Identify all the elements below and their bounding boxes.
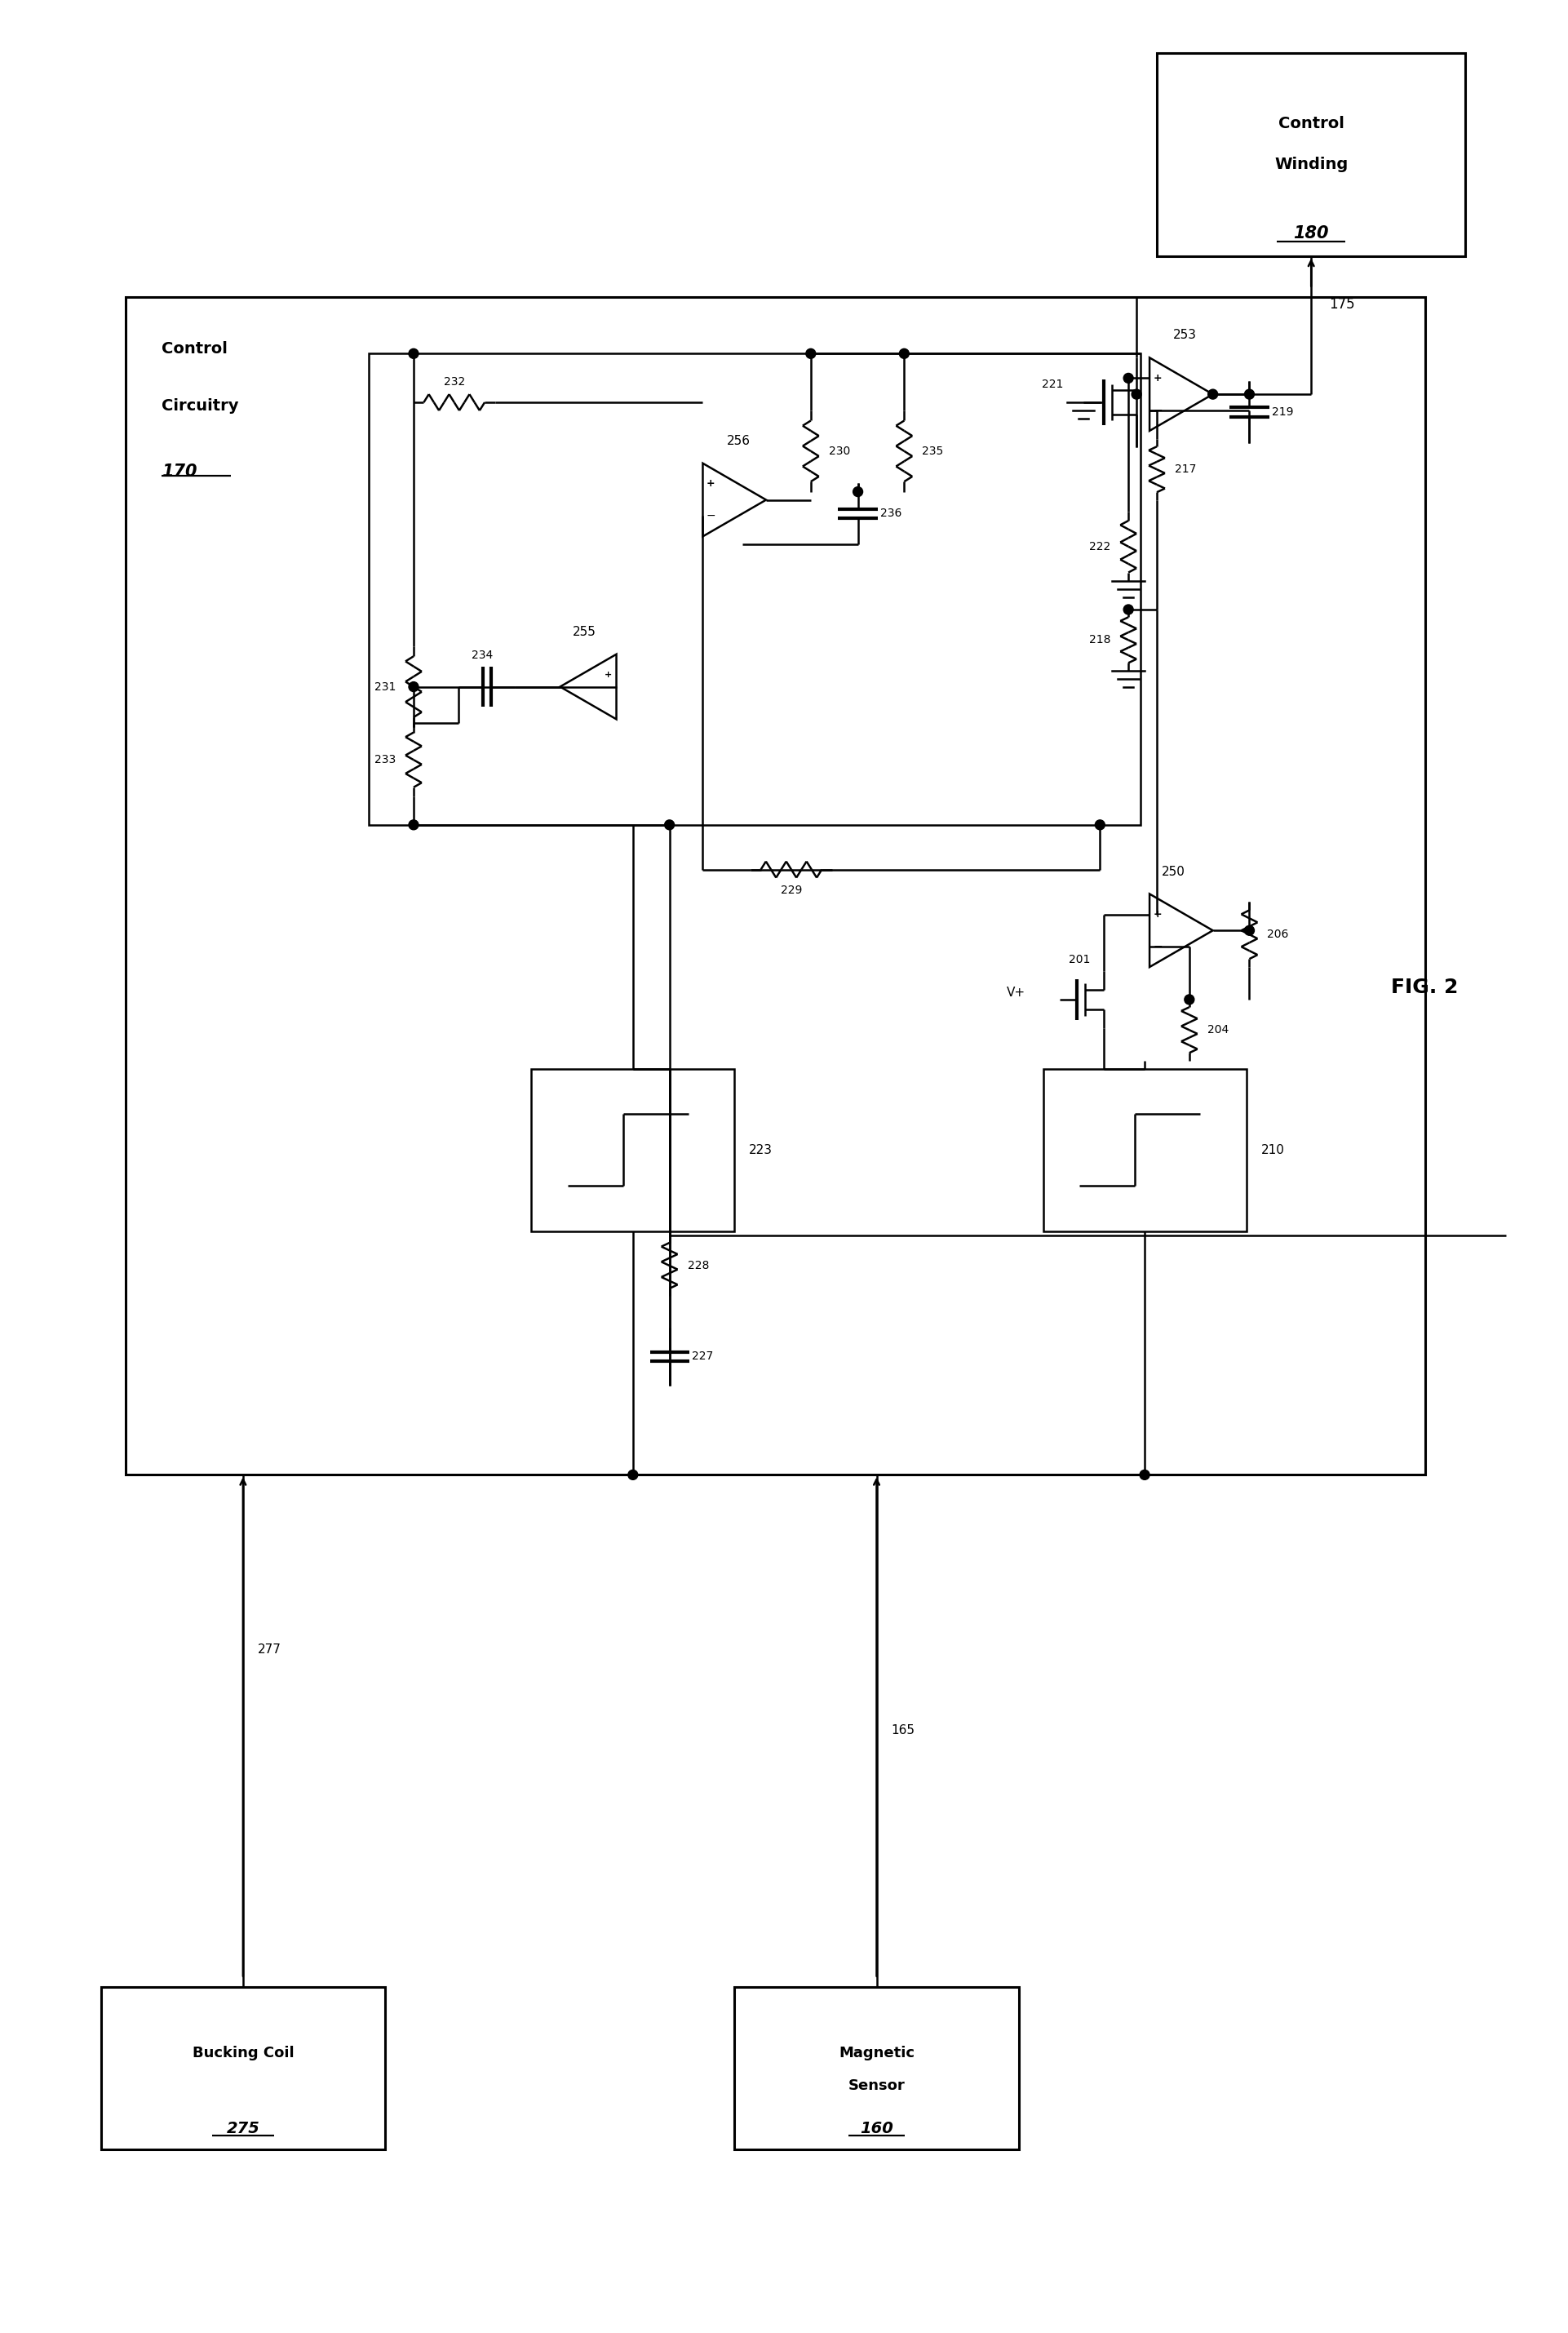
Text: 275: 275 (226, 2121, 260, 2137)
Text: 227: 227 (691, 1351, 713, 1362)
Bar (734, 1988, 1019, 2149)
Circle shape (409, 681, 419, 691)
Text: 230: 230 (828, 446, 850, 457)
Text: 231: 231 (375, 681, 395, 693)
Text: 253: 253 (1173, 329, 1196, 341)
Text: 218: 218 (1088, 635, 1110, 646)
Circle shape (1184, 994, 1195, 1006)
Text: 180: 180 (1294, 226, 1330, 243)
Text: Winding: Winding (1275, 156, 1348, 173)
Text: −: − (1152, 940, 1162, 952)
Circle shape (900, 348, 909, 359)
Text: Circuitry: Circuitry (162, 399, 238, 413)
Bar (1157, 54, 1466, 257)
Circle shape (629, 1470, 638, 1479)
Text: 236: 236 (881, 509, 902, 520)
Text: 175: 175 (1330, 296, 1355, 310)
Text: 165: 165 (891, 1724, 914, 1736)
Circle shape (1124, 373, 1134, 383)
Text: 204: 204 (1207, 1024, 1229, 1036)
Text: +: + (707, 478, 715, 490)
Text: −: − (706, 511, 715, 523)
Circle shape (853, 488, 862, 497)
Circle shape (409, 819, 419, 831)
Text: 229: 229 (781, 884, 803, 896)
Text: FIG. 2: FIG. 2 (1391, 978, 1458, 996)
Circle shape (1245, 390, 1254, 399)
Circle shape (665, 819, 674, 831)
Text: 234: 234 (472, 649, 494, 660)
Text: 256: 256 (726, 434, 751, 448)
Bar (368, 355, 1140, 826)
Bar (532, 1069, 734, 1232)
Text: 222: 222 (1090, 541, 1110, 553)
Text: V+: V+ (1007, 987, 1025, 999)
Bar (125, 296, 1425, 1474)
Circle shape (1124, 604, 1134, 614)
Text: 217: 217 (1174, 464, 1196, 476)
Text: Sensor: Sensor (848, 2079, 905, 2093)
Text: 219: 219 (1272, 406, 1294, 418)
Text: −: − (1152, 404, 1162, 415)
Circle shape (1245, 926, 1254, 936)
Text: 170: 170 (162, 464, 198, 481)
Text: 232: 232 (444, 376, 466, 387)
Text: 277: 277 (257, 1642, 281, 1656)
Text: 223: 223 (750, 1143, 773, 1155)
Text: 210: 210 (1261, 1143, 1284, 1155)
Text: 235: 235 (922, 446, 944, 457)
Circle shape (1207, 390, 1218, 399)
Text: 250: 250 (1162, 866, 1185, 877)
Text: 255: 255 (572, 625, 596, 637)
Text: 160: 160 (859, 2121, 894, 2137)
Text: Control: Control (162, 341, 227, 357)
Circle shape (806, 348, 815, 359)
Text: +: + (1154, 373, 1162, 383)
Text: 221: 221 (1041, 378, 1063, 390)
Text: 228: 228 (687, 1260, 709, 1271)
Circle shape (1094, 819, 1105, 831)
Circle shape (1140, 1470, 1149, 1479)
Bar (1043, 1069, 1247, 1232)
Bar (100, 1988, 386, 2149)
Circle shape (1132, 390, 1142, 399)
Text: +: + (605, 672, 612, 679)
Text: Bucking Coil: Bucking Coil (193, 2046, 293, 2060)
Text: +: + (1154, 910, 1162, 919)
Text: 233: 233 (375, 754, 395, 765)
Text: Magnetic: Magnetic (839, 2046, 914, 2060)
Circle shape (409, 348, 419, 359)
Text: 201: 201 (1069, 954, 1090, 966)
Text: 206: 206 (1267, 929, 1289, 940)
Text: Control: Control (1278, 117, 1344, 131)
